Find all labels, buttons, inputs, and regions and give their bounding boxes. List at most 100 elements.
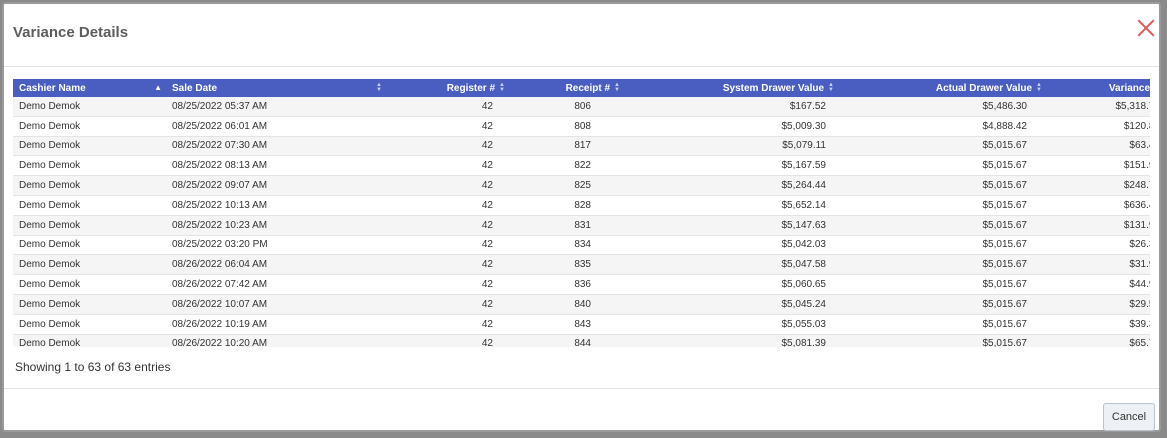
- table-cell: $5,009.30: [626, 116, 840, 137]
- table-cell: 08/26/2022 10:07 AM: [166, 294, 386, 315]
- sort-ascending-icon: ▲: [154, 83, 162, 92]
- sort-icon: ▲ ▼: [614, 81, 620, 93]
- column-header-label: Register #: [446, 82, 496, 94]
- table-cell: 08/25/2022 09:07 AM: [166, 175, 386, 196]
- column-header-label: Actual Drawer Value: [935, 82, 1033, 94]
- table-cell: 834: [511, 235, 626, 256]
- table-cell: $5,047.58: [626, 254, 840, 276]
- table-cell: $5,045.24: [626, 294, 840, 315]
- table-body: Demo Demok 08/25/2022 05:37 AM 42 806 $167.5…: [13, 97, 1150, 347]
- sort-icon: ▲ ▼: [828, 81, 834, 93]
- table-cell: $5,486.30: [840, 97, 1048, 117]
- column-header-cashier-name[interactable]: Cashier Name ▲: [13, 79, 166, 97]
- table-row[interactable]: Demo Demok 08/26/2022 10:19 AM 42 843 $5,055…: [13, 314, 1150, 335]
- table-cell: 42: [386, 175, 511, 196]
- table-row[interactable]: Demo Demok 08/26/2022 06:04 AM 42 835 $5,047…: [13, 254, 1150, 276]
- table-cell: $5,015.67: [840, 215, 1048, 236]
- table-cell: 08/26/2022 06:04 AM: [166, 254, 386, 276]
- table-row[interactable]: Demo Demok 08/26/2022 07:42 AM 42 836 $5,060…: [13, 274, 1150, 295]
- table-cell: $5,015.67: [840, 235, 1048, 256]
- cancel-button[interactable]: Cancel: [1103, 403, 1155, 431]
- table-cell: $26.36: [1048, 235, 1150, 256]
- table-cell: $65.72: [1048, 334, 1150, 347]
- column-header-receipt[interactable]: Receipt # ▲ ▼: [511, 79, 626, 97]
- table-cell: $5,015.67: [840, 334, 1048, 347]
- table-cell: 42: [386, 254, 511, 276]
- table-cell: $44.98: [1048, 274, 1150, 295]
- table-cell: 08/25/2022 10:13 AM: [166, 195, 386, 216]
- table-cell: 08/25/2022 03:20 PM: [166, 235, 386, 256]
- column-header-system-drawer-value[interactable]: System Drawer Value ▲ ▼: [626, 79, 840, 97]
- table-cell: 836: [511, 274, 626, 295]
- table-cell: Demo Demok: [13, 235, 166, 256]
- table-cell: 08/25/2022 07:30 AM: [166, 136, 386, 157]
- table-row[interactable]: Demo Demok 08/26/2022 10:20 AM 42 844 $5,081…: [13, 334, 1150, 347]
- table-cell: 42: [386, 235, 511, 256]
- table-cell: Demo Demok: [13, 175, 166, 196]
- variance-table: Cashier Name ▲ Sale Date ▲ ▼ Register # ▲ ▼…: [13, 79, 1150, 347]
- table-cell: 08/25/2022 10:23 AM: [166, 215, 386, 236]
- column-header-label: Sale Date: [172, 82, 218, 94]
- table-row[interactable]: Demo Demok 08/25/2022 10:13 AM 42 828 $5,652…: [13, 195, 1150, 216]
- table-cell: $5,042.03: [626, 235, 840, 256]
- table-row[interactable]: Demo Demok 08/25/2022 06:01 AM 42 808 $5,009…: [13, 116, 1150, 137]
- table-cell: Demo Demok: [13, 314, 166, 335]
- table-cell: Demo Demok: [13, 195, 166, 216]
- table-cell: Demo Demok: [13, 155, 166, 177]
- table-cell: $167.52: [626, 97, 840, 117]
- table-cell: $5,652.14: [626, 195, 840, 216]
- table-cell: $5,167.59: [626, 155, 840, 177]
- close-icon[interactable]: [1137, 19, 1155, 37]
- table-cell: Demo Demok: [13, 254, 166, 276]
- variance-table-scroll[interactable]: Cashier Name ▲ Sale Date ▲ ▼ Register # ▲ ▼…: [13, 79, 1150, 347]
- table-cell: $5,015.67: [840, 294, 1048, 315]
- table-cell: $120.88: [1048, 116, 1150, 137]
- table-cell: $131.96: [1048, 215, 1150, 236]
- table-cell: 42: [386, 155, 511, 177]
- table-cell: $5,015.67: [840, 254, 1048, 276]
- table-cell: 42: [386, 97, 511, 117]
- modal-title: Variance Details: [13, 24, 129, 41]
- table-cell: 808: [511, 116, 626, 137]
- table-row[interactable]: Demo Demok 08/26/2022 10:07 AM 42 840 $5,045…: [13, 294, 1150, 315]
- column-header-variance[interactable]: Variance▲▼: [1048, 79, 1150, 97]
- table-row[interactable]: Demo Demok 08/25/2022 09:07 AM 42 825 $5,264…: [13, 175, 1150, 196]
- column-header-register[interactable]: Register # ▲ ▼: [386, 79, 511, 97]
- table-cell: 806: [511, 97, 626, 117]
- modal-header: Variance Details: [4, 4, 1159, 67]
- table-cell: 817: [511, 136, 626, 157]
- table-cell: $151.92: [1048, 155, 1150, 177]
- table-cell: 08/26/2022 10:20 AM: [166, 334, 386, 347]
- table-cell: Demo Demok: [13, 294, 166, 315]
- sort-icon: ▲ ▼: [376, 82, 382, 93]
- modal-footer: Cancel: [4, 388, 1159, 431]
- column-header-actual-drawer-value[interactable]: Actual Drawer Value ▲ ▼: [840, 79, 1048, 97]
- table-cell: 08/26/2022 10:19 AM: [166, 314, 386, 335]
- table-cell: $39.36: [1048, 314, 1150, 335]
- table-cell: $5,015.67: [840, 136, 1048, 157]
- table-cell: $5,318.78: [1048, 97, 1150, 117]
- table-cell: Demo Demok: [13, 215, 166, 236]
- table-cell: 42: [386, 274, 511, 295]
- table-cell: 42: [386, 294, 511, 315]
- column-header-sale-date[interactable]: Sale Date ▲ ▼: [166, 79, 386, 97]
- table-row[interactable]: Demo Demok 08/25/2022 03:20 PM 42 834 $5,042…: [13, 235, 1150, 256]
- table-cell: 42: [386, 334, 511, 347]
- table-cell: 843: [511, 314, 626, 335]
- table-cell: 835: [511, 254, 626, 276]
- table-cell: 42: [386, 136, 511, 157]
- table-cell: $248.77: [1048, 175, 1150, 196]
- table-cell: 844: [511, 334, 626, 347]
- table-row[interactable]: Demo Demok 08/25/2022 08:13 AM 42 822 $5,167…: [13, 155, 1150, 177]
- table-row[interactable]: Demo Demok 08/25/2022 10:23 AM 42 831 $5,147…: [13, 215, 1150, 236]
- table-cell: $29.57: [1048, 294, 1150, 315]
- column-header-label: Variance: [1108, 82, 1150, 94]
- table-cell: $636.47: [1048, 195, 1150, 216]
- table-cell: Demo Demok: [13, 116, 166, 137]
- table-cell: Demo Demok: [13, 334, 166, 347]
- table-row[interactable]: Demo Demok 08/25/2022 07:30 AM 42 817 $5,079…: [13, 136, 1150, 157]
- table-info: Showing 1 to 63 of 63 entries: [15, 360, 171, 374]
- column-header-label: Receipt #: [565, 82, 611, 94]
- table-row[interactable]: Demo Demok 08/25/2022 05:37 AM 42 806 $167.5…: [13, 97, 1150, 117]
- table-cell: $31.91: [1048, 254, 1150, 276]
